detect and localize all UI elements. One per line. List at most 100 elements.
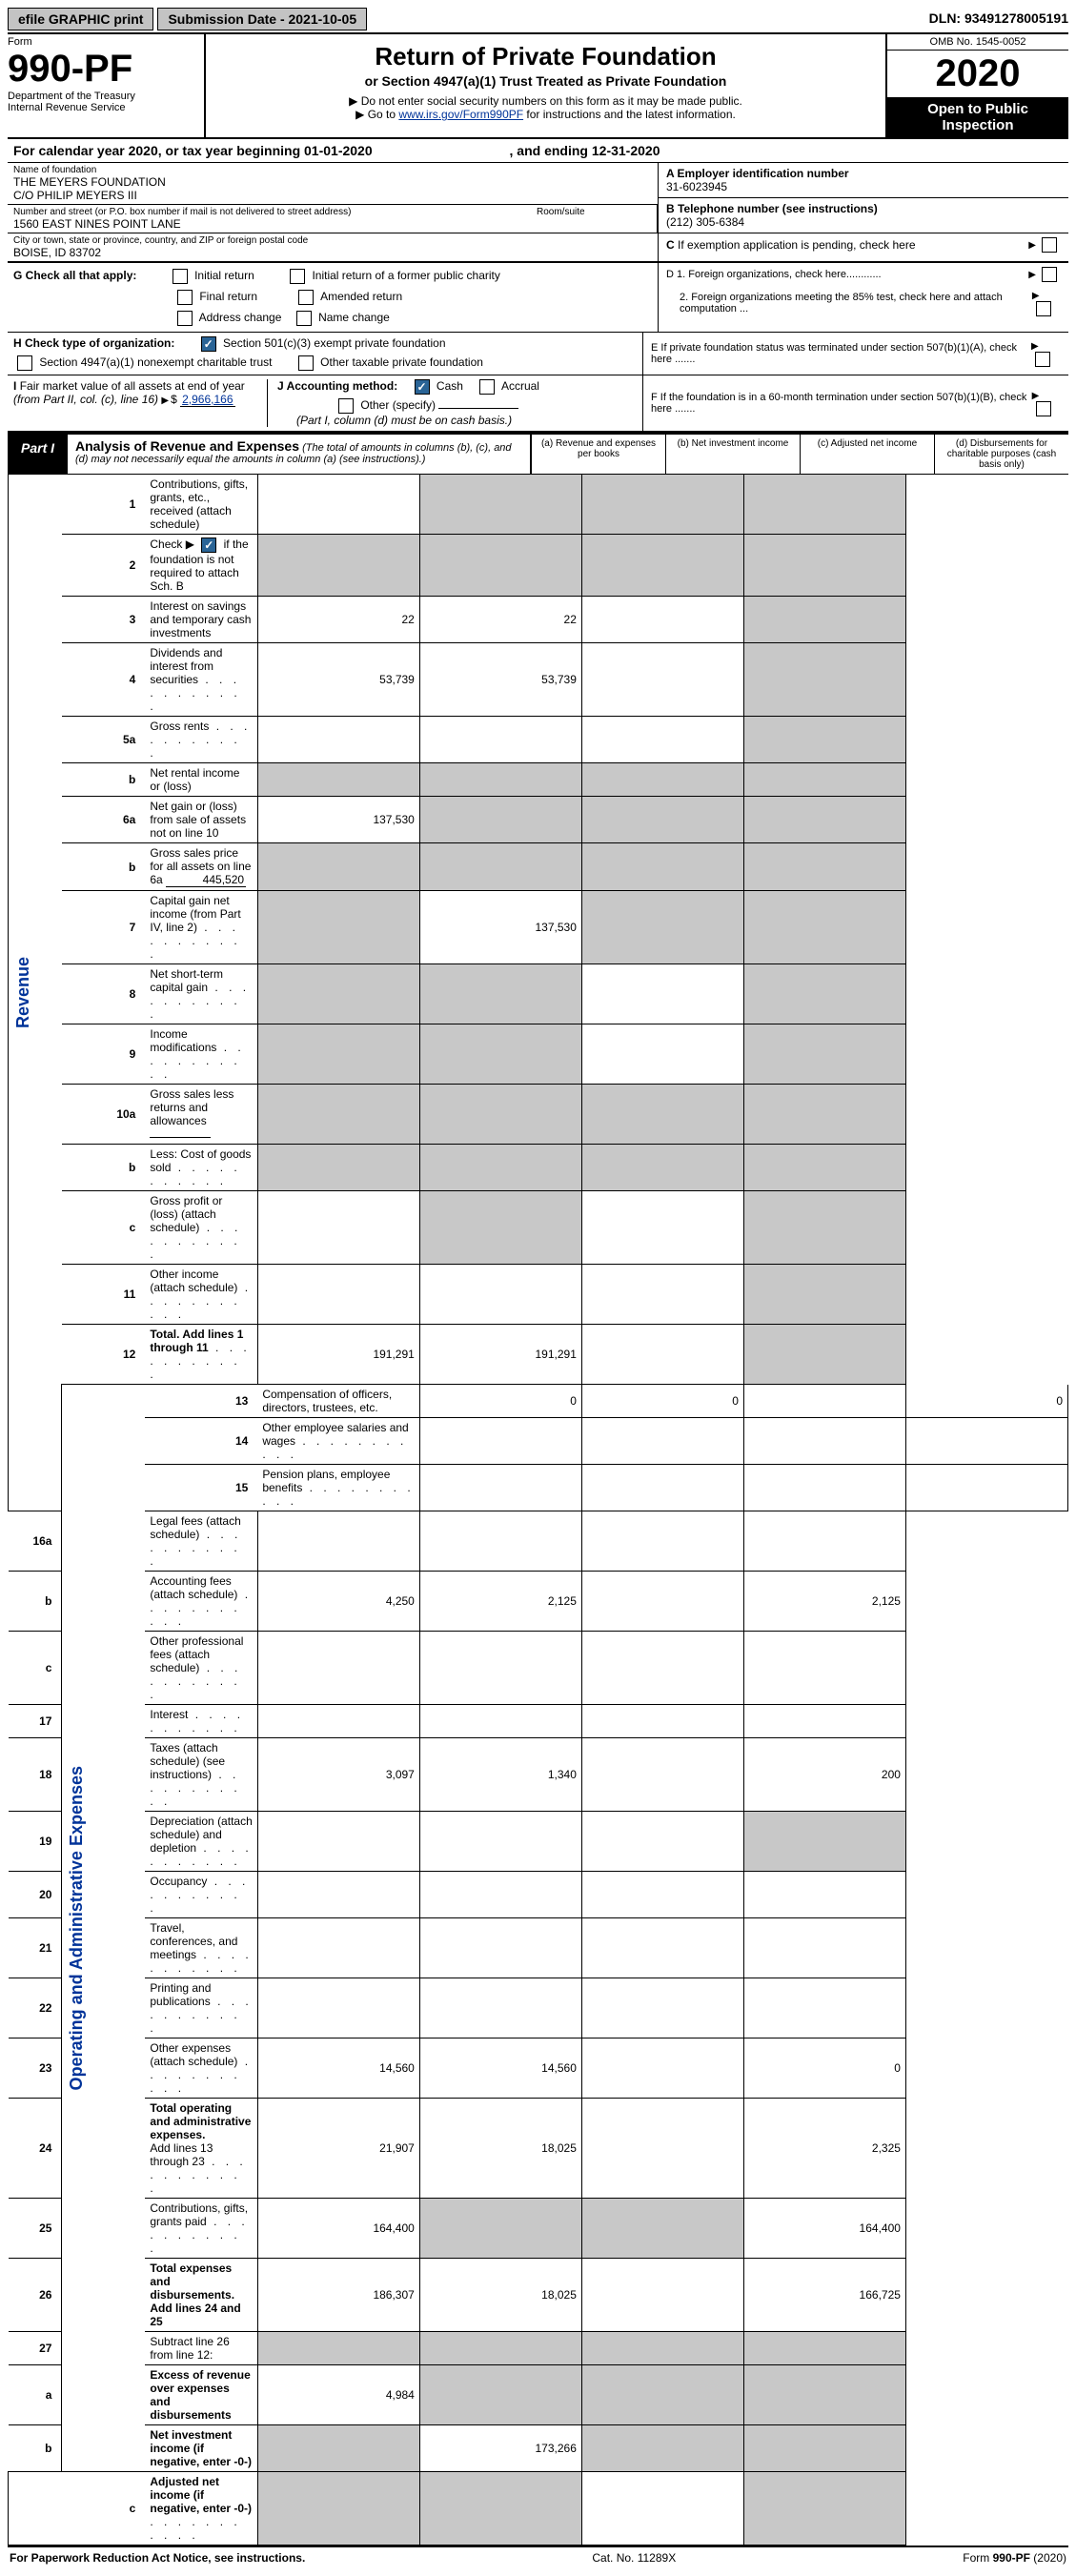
l4-b: 53,739 [419,643,581,717]
j-cash-lbl: Cash [436,379,463,393]
l24-a: 21,907 [257,2099,419,2199]
g-former-public[interactable] [290,269,305,284]
h-opt3: Other taxable private foundation [320,355,483,369]
j-cash[interactable] [415,379,430,395]
l23-b: 14,560 [419,2038,581,2099]
form-number: 990-PF [8,48,198,91]
form-number-block: Form 990-PF Department of the Treasury I… [8,34,206,137]
submission-btn: Submission Date - 2021-10-05 [157,8,367,30]
l6a-a: 137,530 [257,797,419,843]
id-left: Name of foundation THE MEYERS FOUNDATION… [8,163,659,261]
l24-b: 18,025 [419,2099,581,2199]
line-13: Compensation of officers, directors, tru… [257,1385,419,1418]
l18-a: 3,097 [257,1738,419,1812]
c-checkbox[interactable] [1042,237,1057,253]
h-label: H Check type of organization: [13,336,174,350]
fmv-value[interactable]: 2,966,166 [180,393,234,407]
e-checkbox[interactable] [1035,352,1050,367]
h-4947[interactable] [17,355,32,371]
g-final-return[interactable] [177,290,193,305]
j-other[interactable] [338,398,354,414]
line-6b: Gross sales price for all assets on line… [145,843,257,891]
g-name-change[interactable] [296,311,312,326]
id-right: A Employer identification number 31-6023… [659,163,1068,261]
l25-a: 164,400 [257,2199,419,2259]
line-16c: Other professional fees (attach schedule… [145,1632,257,1705]
l13-d: 0 [905,1385,1067,1418]
l24-d: 2,325 [743,2099,905,2199]
l16b-b: 2,125 [419,1572,581,1632]
l12-b: 191,291 [419,1325,581,1385]
f-label: F If the foundation is in a 60-month ter… [651,392,1032,415]
j-accrual[interactable] [479,379,495,395]
part1-table: Revenue 1Contributions, gifts, grants, e… [8,475,1068,2546]
j-other-lbl: Other (specify) [360,398,436,412]
l18-d: 200 [743,1738,905,1812]
line-15: Pension plans, employee benefits [257,1465,419,1511]
ein-label: A Employer identification number [666,167,849,180]
line-16a: Legal fees (attach schedule) [145,1511,257,1572]
j-note: (Part I, column (d) must be on cash basi… [296,414,512,427]
line-12: Total. Add lines 1 through 11 [145,1325,257,1385]
f-section: F If the foundation is in a 60-month ter… [643,375,1068,431]
line-21: Travel, conferences, and meetings [145,1918,257,1978]
l16b-d: 2,125 [743,1572,905,1632]
g-opt2: Initial return of a former public charit… [312,269,499,282]
revenue-section-label: Revenue [13,957,33,1028]
part1-title: Analysis of Revenue and Expenses [75,438,299,454]
l27b-b: 173,266 [419,2425,581,2472]
d2-checkbox[interactable] [1036,301,1051,316]
d1-label: D 1. Foreign organizations, check here..… [666,269,882,280]
name-label: Name of foundation [13,165,652,175]
g-opt3: Final return [199,290,257,303]
col-d-header: (d) Disbursements for charitable purpose… [934,435,1068,474]
g-address-change[interactable] [177,311,193,326]
e-label: E If private foundation status was termi… [651,342,1031,365]
top-bar: efile GRAPHIC print Submission Date - 20… [8,8,1068,30]
h-501c3[interactable] [201,336,216,352]
form-subtitle: or Section 4947(a)(1) Trust Treated as P… [215,73,876,89]
l23-a: 14,560 [257,2038,419,2099]
cat-no: Cat. No. 11289X [592,2551,676,2565]
g-opt4: Amended return [320,290,402,303]
efile-btn[interactable]: efile GRAPHIC print [8,8,153,30]
instr-pre: ▶ Go to [355,108,398,121]
cal-begin: 01-01-2020 [304,143,373,158]
col-b-header: (b) Net investment income [665,435,800,474]
l7-b: 137,530 [419,891,581,964]
line-9: Income modifications [145,1024,257,1085]
g-initial-return[interactable] [173,269,188,284]
form990pf-link[interactable]: www.irs.gov/Form990PF [398,108,523,121]
l25-d: 164,400 [743,2199,905,2259]
g-d-section: G Check all that apply: Initial return I… [8,263,1068,333]
form-ref: Form 990-PF (2020) [963,2551,1066,2565]
line-7: Capital gain net income (from Part IV, l… [145,891,257,964]
line-22: Printing and publications [145,1978,257,2038]
address: 1560 EAST NINES POINT LANE [13,217,525,231]
g-opt6: Name change [318,311,390,324]
form-title-block: Return of Private Foundation or Section … [206,34,885,137]
cal-mid: , and ending [510,143,592,158]
h-opt1: Section 501(c)(3) exempt private foundat… [223,336,445,350]
h-other-taxable[interactable] [298,355,314,371]
omb-no: OMB No. 1545-0052 [887,34,1068,51]
line-4: Dividends and interest from securities [145,643,257,717]
room-label: Room/suite [537,207,651,217]
g-amended[interactable] [298,290,314,305]
schb-checkbox[interactable] [201,538,216,553]
identification-section: Name of foundation THE MEYERS FOUNDATION… [8,163,1068,263]
line-11: Other income (attach schedule) [145,1265,257,1325]
phone-value: (212) 305-6384 [666,215,744,229]
line-16b: Accounting fees (attach schedule) [145,1572,257,1632]
g-opt1: Initial return [194,269,254,282]
line-19: Depreciation (attach schedule) and deple… [145,1812,257,1872]
l27a-a: 4,984 [257,2365,419,2425]
i-j-f-section: I Fair market value of all assets at end… [8,375,1068,433]
col-a-header: (a) Revenue and expenses per books [531,435,665,474]
f-checkbox[interactable] [1036,401,1051,416]
expenses-section-label: Operating and Administrative Expenses [67,1766,87,2090]
d1-checkbox[interactable] [1042,267,1057,282]
line-10a: Gross sales less returns and allowances [145,1085,257,1145]
line-23: Other expenses (attach schedule) [145,2038,257,2099]
l12-a: 191,291 [257,1325,419,1385]
